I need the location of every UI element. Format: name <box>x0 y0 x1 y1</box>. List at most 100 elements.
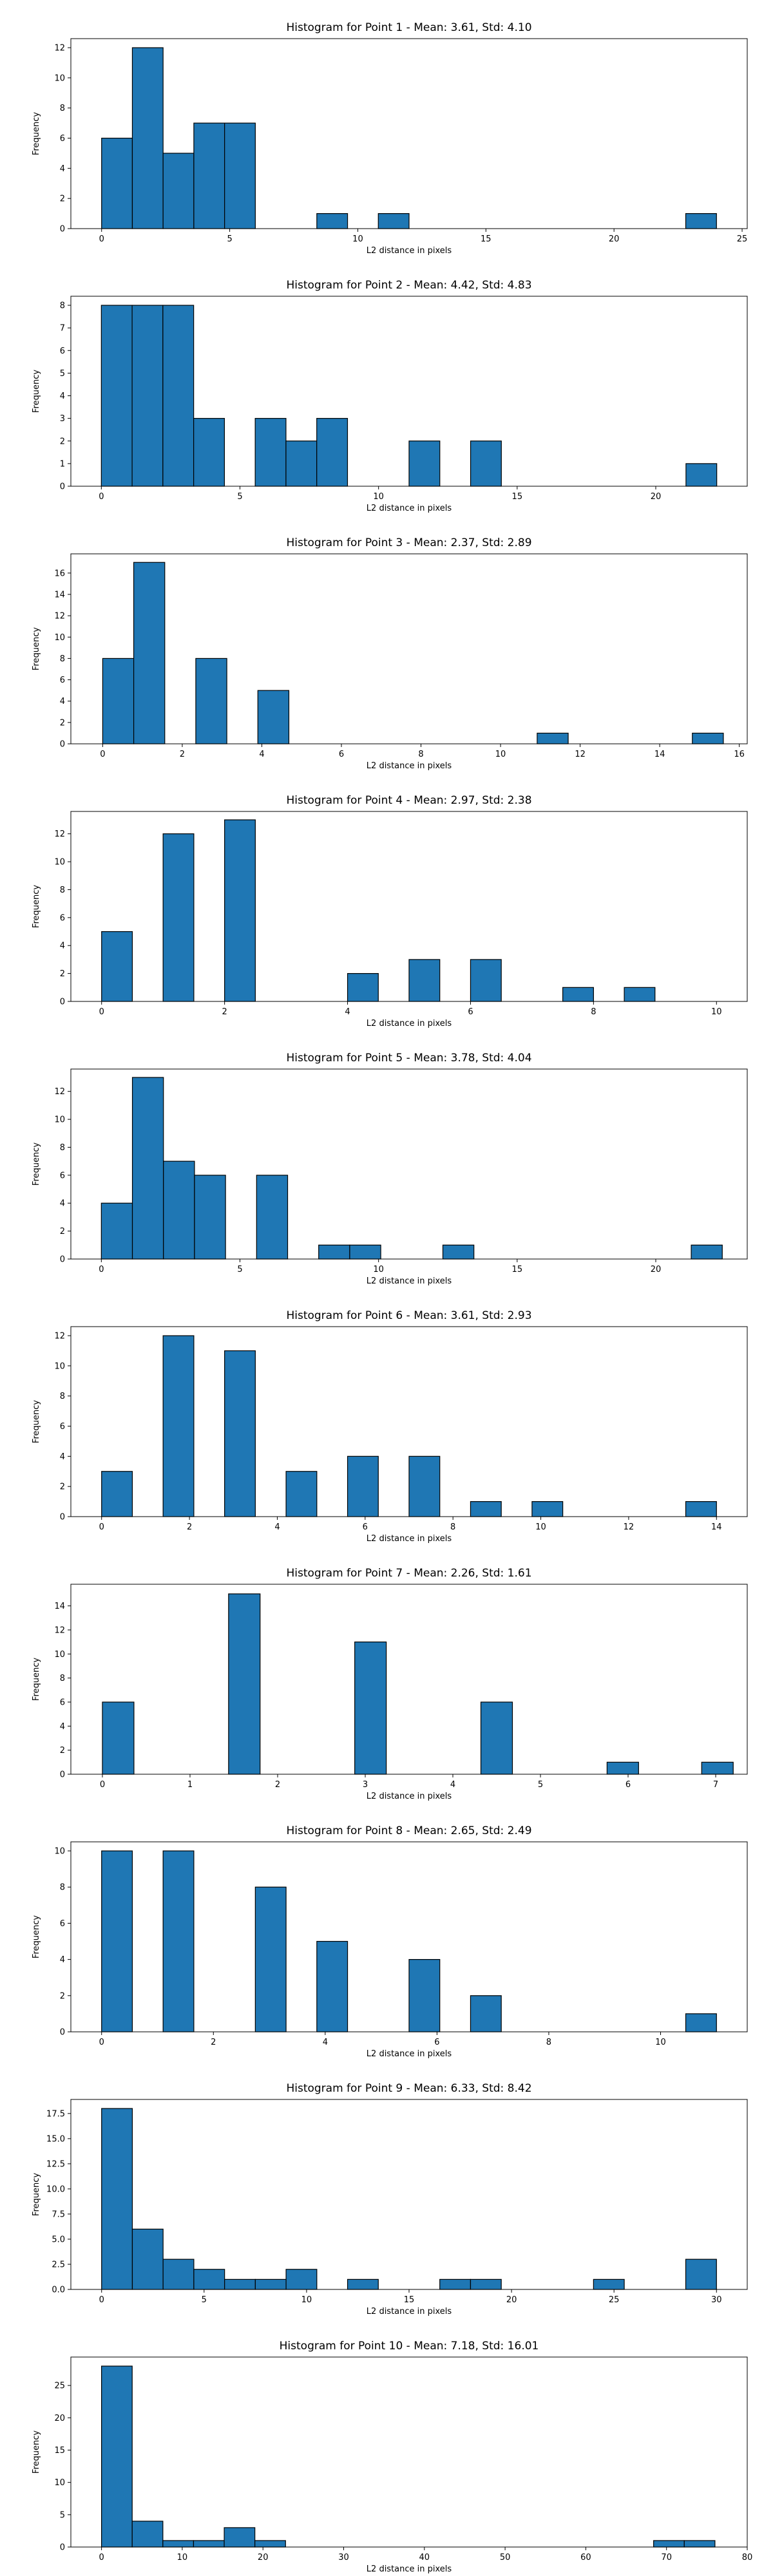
x-tick-label: 3 <box>363 1780 368 1790</box>
histogram-3: Histogram for Point 3 - Mean: 2.37, Std:… <box>32 536 748 771</box>
y-tick-label: 4 <box>60 1955 65 1965</box>
x-tick-label: 14 <box>654 750 665 759</box>
x-tick-label: 60 <box>580 2553 591 2562</box>
bar-2-1 <box>100 305 133 487</box>
x-tick-label: 8 <box>450 1522 455 1532</box>
bar-6-9 <box>685 1501 717 1517</box>
x-axis-label: L2 distance in pixels <box>367 2307 452 2316</box>
y-tick-label: 5 <box>60 2510 65 2520</box>
bar-5-9 <box>691 1244 723 1260</box>
bar-6-1 <box>101 1471 133 1517</box>
y-tick-label: 20 <box>54 2414 65 2423</box>
y-tick-label: 10 <box>54 1115 65 1125</box>
x-tick-label: 0 <box>99 2295 104 2305</box>
x-axis-label: L2 distance in pixels <box>367 761 452 771</box>
y-tick-label: 7 <box>60 324 65 334</box>
y-tick-label: 16 <box>54 569 65 578</box>
bar-4-1 <box>101 931 133 1002</box>
y-tick-label: 2 <box>60 1991 65 2001</box>
y-tick-label: 0 <box>60 2543 65 2553</box>
bars <box>101 819 656 1002</box>
x-tick-label: 4 <box>274 1522 280 1532</box>
y-axis-label: Frequency <box>32 1658 41 1701</box>
x-tick-label: 10 <box>177 2553 188 2562</box>
bar-9-1 <box>101 2108 133 2290</box>
plot-frame <box>70 811 748 1002</box>
y-tick-label: 2.5 <box>52 2260 65 2269</box>
y-tick-label: 2 <box>60 437 65 446</box>
y-tick-label: 6 <box>60 1171 65 1180</box>
x-tick-label: 0 <box>99 234 104 244</box>
y-tick-label: 12 <box>54 612 65 621</box>
y-tick-label: 8 <box>60 104 65 113</box>
bars <box>101 1850 717 2032</box>
y-tick-label: 10 <box>54 633 65 643</box>
bar-1-8 <box>685 213 717 229</box>
bar-6-7 <box>470 1501 502 1517</box>
y-tick-label: 14 <box>54 590 65 600</box>
bars <box>102 562 724 744</box>
y-axis-label: Frequency <box>32 1400 41 1443</box>
bar-3-1 <box>102 658 135 744</box>
y-tick-label: 5 <box>60 369 65 379</box>
plot-frame <box>70 1584 748 1775</box>
x-tick-label: 5 <box>202 2295 207 2305</box>
x-tick-label: 0 <box>99 1522 104 1532</box>
bar-10-5 <box>224 2527 256 2548</box>
y-tick-label: 8 <box>60 1392 65 1401</box>
bar-10-1 <box>101 2365 133 2548</box>
bar-4-8 <box>624 987 656 1002</box>
y-tick-label: 3 <box>60 414 65 424</box>
bar-2-5 <box>254 418 287 487</box>
bar-7-4 <box>480 1701 513 1775</box>
bar-8-1 <box>101 1850 133 2032</box>
bars <box>102 1593 734 1775</box>
bar-1-6 <box>316 213 348 229</box>
y-tick-label: 12 <box>54 1625 65 1635</box>
bars <box>100 305 718 487</box>
bar-8-5 <box>408 1959 441 2032</box>
bar-1-4 <box>193 122 225 229</box>
bar-10-2 <box>131 2521 164 2548</box>
x-tick-label: 2 <box>187 1522 192 1532</box>
x-tick-label: 0 <box>99 1265 104 1274</box>
bar-7-2 <box>228 1593 261 1775</box>
x-tick-label: 10 <box>655 2038 666 2047</box>
y-tick-label: 14 <box>54 1602 65 1611</box>
bars <box>101 2365 716 2548</box>
chart-title: Histogram for Point 6 - Mean: 3.61, Std:… <box>286 1309 531 1322</box>
bar-9-11 <box>593 2278 625 2290</box>
x-tick-label: 5 <box>237 1265 242 1274</box>
y-tick-label: 8 <box>60 301 65 311</box>
bar-2-6 <box>285 440 318 487</box>
plot-frame <box>70 1326 748 1517</box>
bar-10-8 <box>683 2540 716 2548</box>
x-tick-label: 5 <box>237 492 242 502</box>
bar-6-4 <box>285 1471 318 1517</box>
x-tick-label: 14 <box>711 1522 722 1532</box>
bar-8-6 <box>470 1995 502 2032</box>
x-axis-label: L2 distance in pixels <box>367 246 452 256</box>
y-tick-label: 12 <box>54 44 65 53</box>
bar-3-6 <box>692 732 724 744</box>
x-tick-label: 30 <box>711 2295 722 2305</box>
x-tick-label: 10 <box>535 1522 546 1532</box>
x-tick-label: 15 <box>404 2295 415 2305</box>
bar-2-8 <box>408 440 441 487</box>
y-tick-label: 10 <box>54 1361 65 1371</box>
y-tick-label: 2 <box>60 969 65 979</box>
bar-2-7 <box>316 418 348 487</box>
bar-2-2 <box>131 305 164 487</box>
y-axis-label: Frequency <box>32 112 41 155</box>
x-tick-label: 30 <box>338 2553 349 2562</box>
histogram-8: Histogram for Point 8 - Mean: 2.65, Std:… <box>32 1824 748 2059</box>
y-tick-label: 12 <box>54 829 65 839</box>
bar-10-4 <box>193 2540 225 2548</box>
x-tick-label: 0 <box>99 492 104 502</box>
bar-8-7 <box>685 2013 717 2032</box>
x-tick-label: 0 <box>99 1007 104 1017</box>
plot-frame <box>70 296 748 487</box>
bar-3-4 <box>257 690 290 744</box>
bar-10-3 <box>162 2540 195 2548</box>
bar-7-3 <box>354 1642 387 1775</box>
